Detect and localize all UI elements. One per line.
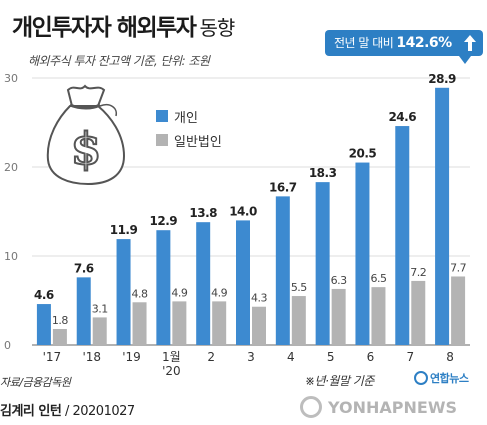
legend-swatch-individual bbox=[156, 110, 168, 122]
bar-corporate bbox=[371, 287, 386, 345]
bar-corporate bbox=[411, 280, 426, 345]
data-label-corporate: 6.5 bbox=[370, 272, 386, 285]
credit-line: 김계리 인턴 / 20201027 bbox=[0, 404, 135, 419]
chart-legend: 개인 일반법인 bbox=[156, 104, 222, 152]
data-label-corporate: 3.1 bbox=[92, 302, 108, 315]
x-tick-label: 6 bbox=[367, 350, 375, 364]
source-note: 자료/금융감독원 bbox=[0, 376, 71, 389]
date-basis-note: ※년·월말 기준 bbox=[305, 374, 374, 388]
yonhap-logo: 연합뉴스 bbox=[414, 370, 469, 386]
callout-text: 전년 말 대비 bbox=[334, 36, 394, 50]
x-tick-label: '19 bbox=[122, 350, 141, 364]
y-tick-label: 0 bbox=[4, 339, 11, 352]
data-label-individual: 20.5 bbox=[349, 147, 377, 161]
data-label-individual: 28.9 bbox=[428, 72, 456, 86]
bar-corporate bbox=[331, 288, 346, 345]
bar-corporate bbox=[132, 302, 147, 345]
watermark-text: YONHAPNEWS bbox=[328, 397, 457, 417]
x-tick-label: '20 bbox=[162, 364, 181, 378]
bar-individual bbox=[76, 277, 91, 345]
bar-individual bbox=[236, 220, 250, 345]
legend-item-individual: 개인 bbox=[156, 104, 222, 128]
x-tick-label: 2 bbox=[207, 350, 215, 364]
data-label-corporate: 7.2 bbox=[410, 266, 426, 279]
credit-date: 20201027 bbox=[72, 404, 135, 419]
data-label-corporate: 5.5 bbox=[291, 281, 307, 294]
chart-subtitle: 해외주식 투자 잔고액 기준, 단위: 조원 bbox=[28, 54, 210, 68]
bar-corporate bbox=[92, 317, 107, 345]
legend-label-individual: 개인 bbox=[174, 110, 198, 126]
bar-individual bbox=[275, 196, 290, 345]
data-label-individual: 18.3 bbox=[309, 166, 337, 180]
y-tick-label: 20 bbox=[4, 161, 18, 174]
data-label-corporate: 4.3 bbox=[251, 292, 267, 305]
data-label-individual: 7.6 bbox=[74, 261, 94, 275]
bar-individual bbox=[116, 239, 131, 345]
bar-individual bbox=[36, 304, 51, 345]
callout-pointer bbox=[459, 56, 471, 64]
legend-swatch-corporate bbox=[156, 134, 168, 146]
data-label-individual: 13.8 bbox=[189, 206, 217, 220]
bar-corporate bbox=[291, 296, 306, 345]
data-label-corporate: 6.3 bbox=[331, 274, 347, 287]
bar-individual bbox=[395, 126, 410, 345]
yonhap-logo-icon bbox=[414, 371, 428, 385]
legend-item-corporate: 일반법인 bbox=[156, 128, 222, 152]
bar-corporate bbox=[212, 301, 227, 345]
bar-individual bbox=[355, 162, 370, 345]
x-tick-label: '18 bbox=[82, 350, 101, 364]
bar-corporate bbox=[52, 328, 67, 345]
bar-corporate bbox=[172, 301, 187, 345]
data-label-individual: 14.0 bbox=[229, 204, 257, 218]
chart-title: 개인투자자 해외투자 동향 bbox=[12, 8, 235, 42]
y-tick-label: 30 bbox=[4, 72, 18, 85]
x-tick-label: '17 bbox=[43, 350, 62, 364]
bar-individual bbox=[156, 230, 171, 345]
watermark-logo-icon bbox=[300, 396, 322, 418]
x-tick-label: 7 bbox=[406, 350, 414, 364]
callout-value: 142.6% bbox=[396, 35, 452, 51]
data-label-individual: 24.6 bbox=[388, 110, 416, 124]
x-tick-label: 3 bbox=[247, 350, 255, 364]
title-main: 개인투자자 해외투자 bbox=[12, 15, 197, 41]
up-arrow-icon bbox=[464, 35, 476, 51]
data-label-individual: 16.7 bbox=[269, 180, 297, 194]
data-label-corporate: 1.8 bbox=[52, 314, 68, 327]
title-suffix: 동향 bbox=[199, 16, 235, 40]
data-label-individual: 12.9 bbox=[150, 214, 178, 228]
credit-name: 김계리 인턴 bbox=[0, 404, 62, 419]
logo-text: 연합뉴스 bbox=[430, 372, 469, 385]
bar-corporate bbox=[451, 276, 466, 345]
growth-callout: 전년 말 대비 142.6% bbox=[325, 30, 483, 56]
x-tick-label: 1월 bbox=[162, 350, 181, 364]
data-label-corporate: 7.7 bbox=[450, 261, 466, 274]
bar-individual bbox=[315, 182, 330, 345]
bar-individual bbox=[435, 87, 450, 345]
x-tick-label: 5 bbox=[327, 350, 335, 364]
x-tick-label: 4 bbox=[287, 350, 295, 364]
legend-label-corporate: 일반법인 bbox=[174, 134, 222, 150]
x-tick-label: 8 bbox=[446, 350, 454, 364]
data-label-corporate: 4.9 bbox=[171, 286, 187, 299]
data-label-corporate: 4.9 bbox=[211, 286, 227, 299]
data-label-individual: 11.9 bbox=[110, 223, 138, 237]
data-label-corporate: 4.8 bbox=[132, 287, 148, 300]
data-label-individual: 4.6 bbox=[34, 288, 54, 302]
watermark: YONHAPNEWS bbox=[300, 396, 457, 418]
bar-corporate bbox=[252, 306, 266, 345]
y-tick-label: 10 bbox=[4, 250, 18, 263]
bar-individual bbox=[196, 222, 211, 345]
money-bag-icon: $ bbox=[46, 84, 126, 186]
svg-text:$: $ bbox=[71, 124, 102, 175]
